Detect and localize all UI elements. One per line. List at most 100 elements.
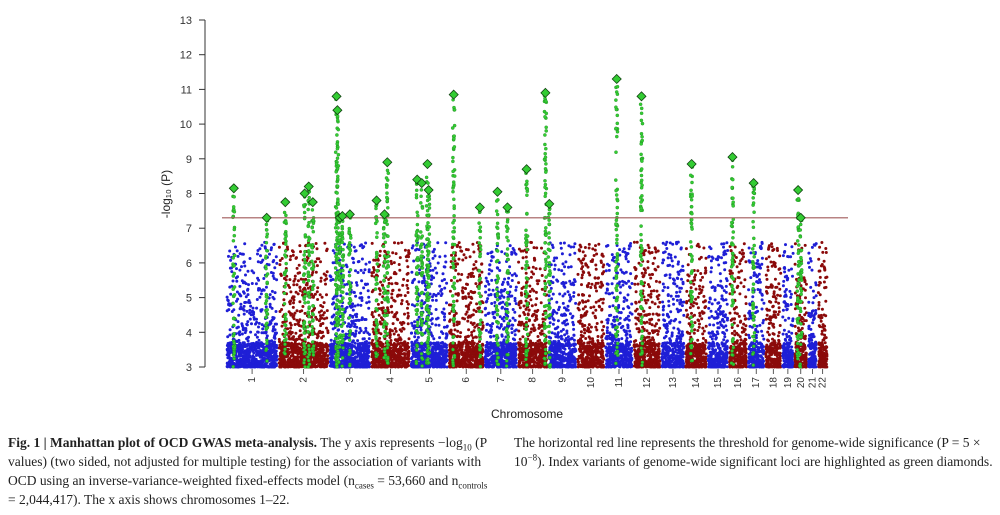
snp-point xyxy=(530,304,534,308)
snp-point xyxy=(472,329,476,333)
snp-point xyxy=(448,289,452,293)
snp-point xyxy=(356,260,360,264)
snp-point xyxy=(264,330,268,334)
snp-point xyxy=(526,312,530,316)
snp-point xyxy=(463,363,467,367)
snp-point xyxy=(252,312,255,316)
snp-point xyxy=(320,349,324,353)
snp-point xyxy=(355,283,359,287)
snp-point xyxy=(390,292,394,296)
snp-point xyxy=(291,305,295,309)
snp-point xyxy=(461,258,465,262)
snp-point xyxy=(250,322,253,326)
snp-point xyxy=(466,283,469,286)
snp-point xyxy=(492,361,496,365)
snp-point xyxy=(234,245,237,249)
snp-point xyxy=(470,357,474,360)
snp-point xyxy=(462,253,466,257)
snp-point xyxy=(364,262,368,266)
snp-point xyxy=(436,241,440,245)
snp-point xyxy=(435,356,439,360)
snp-point xyxy=(527,308,531,312)
snp-point xyxy=(450,253,453,257)
snp-point xyxy=(324,359,328,363)
snp-point xyxy=(443,318,446,322)
snp-point xyxy=(466,275,470,279)
snp-point xyxy=(351,257,355,261)
snp-point xyxy=(510,279,514,282)
snp-point xyxy=(279,274,283,277)
snp-point xyxy=(351,308,355,312)
snp-point xyxy=(293,323,297,326)
snp-point xyxy=(367,348,371,352)
snp-point xyxy=(473,290,477,294)
snp-point xyxy=(396,318,400,322)
snp-point xyxy=(298,289,302,293)
snp-point xyxy=(236,320,240,324)
snp-point xyxy=(489,251,493,255)
snp-point xyxy=(471,323,475,326)
snp-point xyxy=(320,309,323,313)
snp-point xyxy=(487,272,491,276)
snp-point xyxy=(268,320,272,324)
snp-point xyxy=(502,319,506,323)
snp-point xyxy=(361,337,365,341)
snp-point xyxy=(389,339,393,342)
y-tick-label: 9 xyxy=(186,154,192,166)
snp-point xyxy=(267,346,271,350)
snp-point xyxy=(405,345,409,349)
snp-point xyxy=(398,256,402,260)
snp-point xyxy=(262,288,266,292)
snp-point xyxy=(259,354,263,358)
snp-point xyxy=(349,324,353,328)
snp-point xyxy=(518,300,522,304)
snp-point xyxy=(252,351,256,355)
snp-point xyxy=(477,306,481,310)
snp-point xyxy=(359,303,363,307)
snp-point xyxy=(238,341,242,345)
snp-point xyxy=(398,347,401,351)
snp-point xyxy=(435,271,439,275)
snp-point xyxy=(362,245,366,249)
snp-point xyxy=(493,301,497,304)
snp-point xyxy=(406,286,410,290)
snp-point xyxy=(271,274,275,278)
snp-point xyxy=(262,356,266,360)
snp-point xyxy=(406,265,410,269)
snp-point xyxy=(325,293,328,297)
snp-point xyxy=(353,345,357,348)
snp-point xyxy=(367,344,371,348)
snp-point xyxy=(484,328,488,332)
snp-point xyxy=(248,311,252,315)
snp-point xyxy=(437,323,441,327)
snp-point xyxy=(475,302,479,306)
snp-point xyxy=(273,291,277,295)
snp-point xyxy=(363,340,367,344)
snp-point xyxy=(300,358,303,362)
snp-point xyxy=(344,263,348,267)
snp-point xyxy=(487,330,491,334)
snp-point xyxy=(267,263,271,267)
snp-point xyxy=(397,288,401,292)
snp-point xyxy=(391,251,395,255)
snp-point xyxy=(367,270,371,274)
snp-point xyxy=(534,290,538,294)
snp-point xyxy=(392,332,396,336)
snp-point xyxy=(392,272,396,276)
y-tick-label: 3 xyxy=(186,362,192,374)
snp-point xyxy=(411,281,414,285)
snp-point xyxy=(393,299,397,303)
snp-point xyxy=(358,326,362,330)
snp-point xyxy=(279,365,283,369)
snp-point xyxy=(466,315,470,319)
snp-point xyxy=(320,295,324,299)
snp-point xyxy=(419,328,423,332)
snp-point xyxy=(238,268,242,272)
snp-point xyxy=(267,354,271,358)
snp-point xyxy=(467,307,471,311)
snp-point xyxy=(226,335,230,339)
snp-point xyxy=(406,322,410,326)
snp-point xyxy=(490,302,494,305)
snp-point xyxy=(314,242,318,245)
snp-point xyxy=(403,347,407,351)
